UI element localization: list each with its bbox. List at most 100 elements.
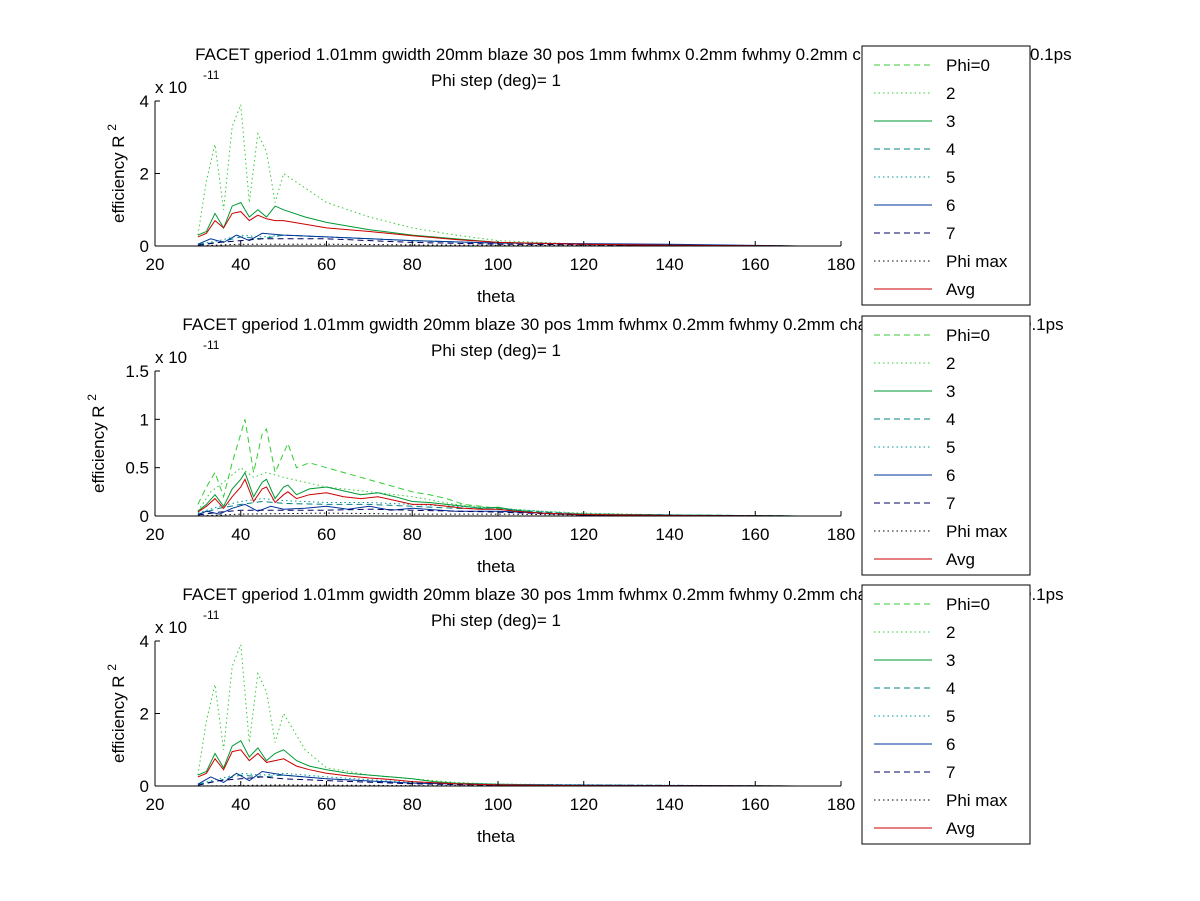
y-tick-label: 4: [140, 92, 149, 111]
legend-label: 2: [946, 354, 955, 373]
x-axis-label: theta: [477, 557, 515, 576]
x-tick-label: 80: [403, 795, 422, 814]
series-line-3: [197, 471, 799, 517]
legend-label: 3: [946, 112, 955, 131]
x-axis-label: theta: [477, 287, 515, 306]
legend-box: [861, 45, 1031, 306]
y-tick-label: 4: [140, 632, 149, 651]
legend-label: 7: [946, 224, 955, 243]
x-tick-label: 40: [231, 795, 250, 814]
y-axis-label-sup: 2: [105, 124, 119, 131]
x-tick-label: 140: [655, 525, 683, 544]
chart-subtitle: Phi step (deg)= 1: [431, 71, 561, 90]
legend-label: 7: [946, 763, 955, 782]
y-tick-label: 2: [140, 165, 149, 184]
legend-label: 5: [946, 438, 955, 457]
x-tick-label: 100: [484, 795, 512, 814]
x-tick-label: 80: [403, 525, 422, 544]
legend-box: [861, 315, 1031, 576]
legend-label: 5: [946, 168, 955, 187]
series-line-avg: [197, 478, 799, 517]
exponent-sup: -11: [203, 608, 220, 622]
x-tick-label: 20: [146, 525, 165, 544]
y-axis-label: efficiency R 2: [85, 394, 108, 493]
legend-label: Phi=0: [946, 326, 990, 345]
legend-label: Avg: [946, 819, 975, 838]
x-tick-label: 100: [484, 255, 512, 274]
exponent-sup: -11: [203, 338, 220, 352]
y-tick-label: 1: [140, 410, 149, 429]
legend-label: Phi max: [946, 252, 1008, 271]
series-line-avg: [197, 211, 799, 247]
legend-box: [861, 584, 1031, 845]
exponent-label: x 10: [155, 78, 187, 97]
x-tick-label: 140: [655, 255, 683, 274]
x-axis-label: theta: [477, 827, 515, 846]
legend-label: 3: [946, 651, 955, 670]
y-tick-label: 0: [140, 777, 149, 796]
x-tick-label: 120: [570, 795, 598, 814]
x-tick-label: 120: [570, 525, 598, 544]
series-line-avg: [197, 749, 799, 787]
chart-2: FACET gperiod 1.01mm gwidth 20mm blaze 3…: [85, 315, 1064, 576]
exponent-sup: -11: [203, 68, 220, 82]
legend-label: 5: [946, 707, 955, 726]
series-line-7: [197, 238, 799, 247]
exponent-label: x 10: [155, 348, 187, 367]
legend-label: 6: [946, 196, 955, 215]
legend-label: 4: [946, 679, 955, 698]
chart-title: FACET gperiod 1.01mm gwidth 20mm blaze 3…: [195, 45, 895, 64]
legend-label: 2: [946, 623, 955, 642]
series-line-2: [197, 104, 799, 247]
chart-title-tail: 0.1ps: [1022, 315, 1064, 334]
legend-label: 6: [946, 466, 955, 485]
legend-2: Phi=0 2 3 4 5 6 7 Phi max Avg: [861, 315, 1031, 576]
y-tick-label: 0.5: [125, 459, 149, 478]
chart-title: FACET gperiod 1.01mm gwidth 20mm blaze 3…: [182, 315, 891, 334]
legend-label: 3: [946, 382, 955, 401]
chart-title: FACET gperiod 1.01mm gwidth 20mm blaze 3…: [182, 585, 891, 604]
y-tick-label: 1.5: [125, 362, 149, 381]
x-tick-label: 180: [827, 255, 855, 274]
x-tick-label: 120: [570, 255, 598, 274]
x-tick-label: 60: [317, 795, 336, 814]
chart-title-tail: 0.1ps: [1030, 45, 1072, 64]
legend-label: 4: [946, 140, 955, 159]
y-tick-label: 0: [140, 507, 149, 526]
x-tick-label: 180: [827, 525, 855, 544]
chart-title-tail: 0.1ps: [1022, 585, 1064, 604]
x-tick-label: 20: [146, 255, 165, 274]
x-tick-label: 100: [484, 525, 512, 544]
x-tick-label: 160: [741, 255, 769, 274]
y-tick-label: 2: [140, 705, 149, 724]
chart-3: FACET gperiod 1.01mm gwidth 20mm blaze 3…: [105, 585, 1064, 846]
x-tick-label: 160: [741, 525, 769, 544]
legend-label: Phi max: [946, 791, 1008, 810]
x-tick-label: 20: [146, 795, 165, 814]
exponent-label: x 10: [155, 618, 187, 637]
series-line-3: [197, 739, 799, 787]
x-tick-label: 180: [827, 795, 855, 814]
chart-1: FACET gperiod 1.01mm gwidth 20mm blaze 3…: [105, 45, 1072, 306]
legend-3: Phi=0 2 3 4 5 6 7 Phi max Avg: [861, 584, 1031, 845]
legend-label: Phi=0: [946, 56, 990, 75]
legend-1: Phi=0 2 3 4 5 6 7 Phi max Avg: [861, 45, 1031, 306]
series-line-4: [197, 234, 799, 247]
series-line-7: [197, 776, 799, 787]
legend-label: Phi=0: [946, 595, 990, 614]
x-tick-label: 40: [231, 525, 250, 544]
y-axis-label-sup: 2: [105, 664, 119, 671]
y-axis-label: efficiency R 2: [105, 124, 128, 223]
x-tick-label: 60: [317, 255, 336, 274]
legend-label: 4: [946, 410, 955, 429]
series-line-7: [197, 508, 799, 517]
x-tick-label: 80: [403, 255, 422, 274]
series-line-3: [197, 201, 799, 247]
series-line-4: [197, 500, 799, 517]
legend-label: Phi max: [946, 522, 1008, 541]
x-tick-label: 40: [231, 255, 250, 274]
series-line-phi-0: [197, 419, 799, 517]
y-axis-label: efficiency R 2: [105, 664, 128, 763]
legend-label: Avg: [946, 280, 975, 299]
